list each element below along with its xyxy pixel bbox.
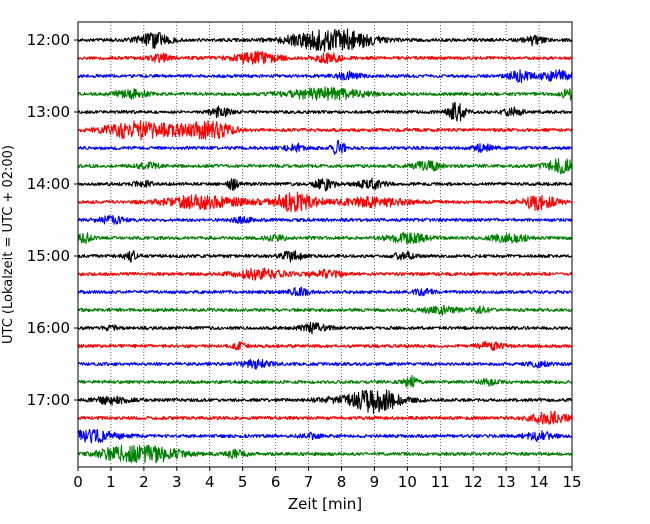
trace-1330 (78, 139, 572, 156)
trace-1415 (78, 191, 572, 213)
trace-1730 (78, 428, 572, 444)
y-tick-label: 15:00 (27, 247, 70, 265)
x-tick-label: 7 (304, 473, 314, 491)
trace-1345 (78, 158, 572, 175)
x-tick-label: 14 (530, 473, 549, 491)
x-tick-label: 2 (139, 473, 149, 491)
trace-1700 (78, 389, 572, 414)
trace-1545 (78, 304, 572, 316)
x-tick-label: 6 (271, 473, 281, 491)
y-axis-label: UTC (Lokalzeit = UTC + 02:00) (1, 145, 16, 344)
x-tick-label: 4 (205, 473, 215, 491)
trace-1230 (78, 69, 572, 84)
trace-1400 (78, 177, 572, 192)
trace-1715 (78, 410, 572, 425)
trace-1500 (78, 250, 572, 263)
x-tick-label: 13 (497, 473, 516, 491)
x-tick-label: 15 (562, 473, 581, 491)
trace-1530 (78, 286, 572, 297)
x-tick-label: 3 (172, 473, 182, 491)
trace-1200 (78, 28, 572, 52)
x-tick-label: 12 (464, 473, 483, 491)
x-tick-label: 10 (398, 473, 417, 491)
trace-1600 (78, 321, 572, 335)
trace-layer (78, 28, 572, 464)
x-tick-label: 8 (337, 473, 347, 491)
y-tick-label: 17:00 (27, 391, 70, 409)
x-tick-label: 0 (73, 473, 83, 491)
x-tick-label: 11 (431, 473, 450, 491)
x-tick-label: 1 (106, 473, 116, 491)
trace-1515 (78, 267, 572, 281)
trace-1445 (78, 231, 572, 245)
x-tick-label: 9 (370, 473, 380, 491)
trace-1615 (78, 340, 572, 352)
trace-1300 (78, 101, 572, 122)
trace-1745 (78, 444, 572, 464)
y-tick-label: 14:00 (27, 175, 70, 193)
x-axis-label: Zeit [min] (288, 495, 362, 513)
x-tick-label: 5 (238, 473, 248, 491)
y-axis: 12:00 13:00 14:00 15:00 16:00 17:00 (27, 31, 78, 409)
trace-1215 (78, 50, 572, 65)
trace-1245 (78, 86, 572, 101)
x-axis: 0 1 2 3 4 5 6 7 8 9 10 11 12 13 14 15 (73, 467, 582, 491)
y-tick-label: 13:00 (27, 103, 70, 121)
trace-1430 (78, 214, 572, 225)
trace-1630 (78, 358, 572, 370)
plot-frame (77, 21, 573, 468)
trace-1645 (78, 374, 572, 388)
trace-1315 (78, 120, 572, 141)
y-tick-label: 16:00 (27, 319, 70, 337)
y-tick-label: 12:00 (27, 31, 70, 49)
